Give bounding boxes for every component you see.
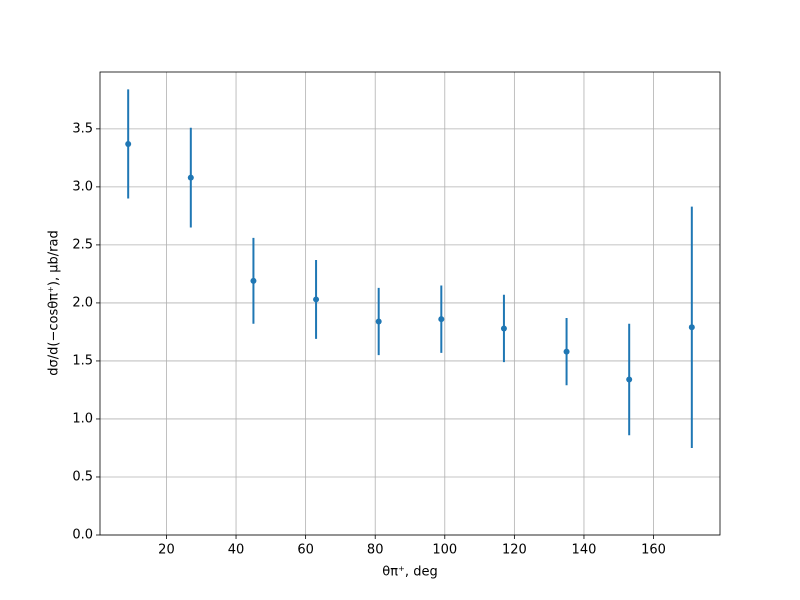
- data-point: [125, 140, 132, 147]
- x-tick-label: 140: [572, 543, 597, 558]
- y-tick-label: 2.0: [72, 295, 93, 310]
- plot-area: [100, 72, 720, 535]
- data-point: [250, 277, 257, 284]
- y-tick-label: 0.5: [72, 469, 93, 484]
- x-axis-label: θπ⁺, deg: [382, 565, 437, 580]
- data-point: [626, 376, 633, 383]
- axes-frame: [99, 71, 721, 536]
- data-point: [313, 296, 320, 303]
- x-tick-label: 80: [367, 543, 384, 558]
- grid: [100, 72, 720, 536]
- data-point: [500, 325, 507, 332]
- y-tick-label: 2.5: [72, 237, 93, 252]
- x-tick-label: 20: [158, 543, 175, 558]
- y-tick-label: 1.0: [72, 411, 93, 426]
- y-tick-label: 3.0: [72, 179, 93, 194]
- data-point: [438, 316, 445, 323]
- data-point: [563, 348, 570, 355]
- x-tick-label: 120: [502, 543, 527, 558]
- data-point: [688, 324, 695, 331]
- x-tick-label: 160: [641, 543, 666, 558]
- data-point: [375, 318, 382, 325]
- y-tick-label: 3.5: [72, 121, 93, 136]
- x-tick-label: 40: [228, 543, 245, 558]
- x-tick-label: 60: [297, 543, 314, 558]
- data-point: [187, 174, 194, 181]
- y-axis-label: dσ/d(−cosθπ⁺), μb/rad: [47, 230, 62, 375]
- marks: [125, 89, 695, 448]
- y-tick-label: 0.0: [72, 528, 93, 543]
- y-tick-label: 1.5: [72, 353, 93, 368]
- x-tick-label: 100: [432, 543, 457, 558]
